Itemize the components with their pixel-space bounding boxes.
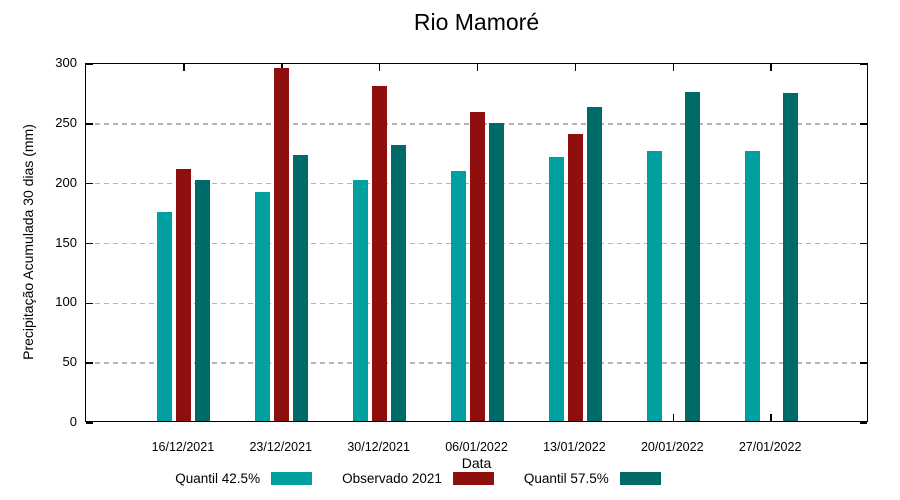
chart-legend: Quantil 42.5% Observado 2021 Quantil 57.5% <box>0 471 868 486</box>
y-tick-mark <box>86 182 93 185</box>
y-tick-label: 0 <box>69 414 77 429</box>
y-tick-mark <box>860 63 867 65</box>
x-tick-mark <box>574 64 577 71</box>
legend-item: Quantil 42.5% <box>175 471 313 486</box>
bar-quantil-57-5- <box>684 91 700 421</box>
bar-quantil-42-5- <box>255 192 271 421</box>
y-tick-label: 250 <box>55 114 77 130</box>
bar-quantil-57-5- <box>195 180 211 421</box>
x-tick-label: 13/01/2022 <box>543 440 606 454</box>
y-tick-label: 50 <box>62 354 77 370</box>
x-tick-mark <box>476 64 479 71</box>
x-tick-mark <box>770 64 772 71</box>
plot-area <box>85 63 868 424</box>
x-tick-mark <box>672 64 674 71</box>
bar-quantil-57-5- <box>293 155 309 421</box>
y-tick-mark <box>86 63 93 65</box>
bar-observado-2021 <box>372 85 388 421</box>
legend-item: Quantil 57.5% <box>524 471 661 486</box>
x-tick-label: 27/01/2022 <box>738 440 802 454</box>
bar-quantil-42-5- <box>353 180 369 421</box>
bar-quantil-42-5- <box>548 156 564 421</box>
x-tick-mark <box>281 64 283 71</box>
x-tick-mark <box>672 414 674 421</box>
y-tick-label: 150 <box>55 234 77 250</box>
bar-observado-2021 <box>470 112 485 421</box>
y-tick-label: 200 <box>55 174 77 190</box>
x-tick-label: 16/12/2021 <box>151 440 215 454</box>
x-tick-mark <box>183 64 185 71</box>
y-tick-mark <box>860 123 867 125</box>
x-tick-label: 06/01/2022 <box>445 440 508 454</box>
legend-swatch <box>271 472 313 485</box>
x-tick-mark <box>378 64 381 71</box>
bar-observado-2021 <box>176 168 192 421</box>
y-tick-mark <box>860 362 867 364</box>
y-tick-mark <box>860 242 867 245</box>
bar-quantil-42-5- <box>646 150 662 421</box>
x-axis-label: Data <box>461 455 492 471</box>
x-tick-label: 23/12/2021 <box>249 440 313 454</box>
bar-quantil-57-5- <box>586 107 602 421</box>
bar-observado-2021 <box>274 67 290 421</box>
x-tick-label: 20/01/2022 <box>640 440 704 454</box>
bar-quantil-57-5- <box>489 123 504 421</box>
legend-label: Observado 2021 <box>342 471 442 486</box>
y-tick-mark <box>86 123 93 125</box>
y-tick-mark <box>860 302 867 305</box>
y-tick-mark <box>86 242 93 245</box>
legend-label: Quantil 42.5% <box>175 471 261 486</box>
y-tick-label: 100 <box>55 294 77 310</box>
y-tick-mark <box>860 182 867 185</box>
bar-quantil-42-5- <box>744 150 760 421</box>
y-tick-mark <box>86 422 93 424</box>
legend-label: Quantil 57.5% <box>523 471 609 486</box>
y-tick-mark <box>86 362 93 364</box>
x-tick-mark <box>770 414 772 421</box>
chart-title: Rio Mamoré <box>413 9 540 35</box>
y-tick-label: 300 <box>55 55 77 70</box>
bar-quantil-57-5- <box>782 93 798 421</box>
legend-item: Observado 2021 <box>342 471 494 486</box>
bar-quantil-42-5- <box>451 170 466 421</box>
bar-quantil-57-5- <box>391 144 407 421</box>
legend-swatch <box>452 472 494 485</box>
x-tick-label: 30/12/2021 <box>347 440 410 454</box>
legend-swatch <box>619 472 661 485</box>
bar-observado-2021 <box>567 133 583 421</box>
bar-quantil-42-5- <box>157 211 173 421</box>
y-tick-mark <box>860 422 867 424</box>
y-tick-mark <box>86 302 93 305</box>
